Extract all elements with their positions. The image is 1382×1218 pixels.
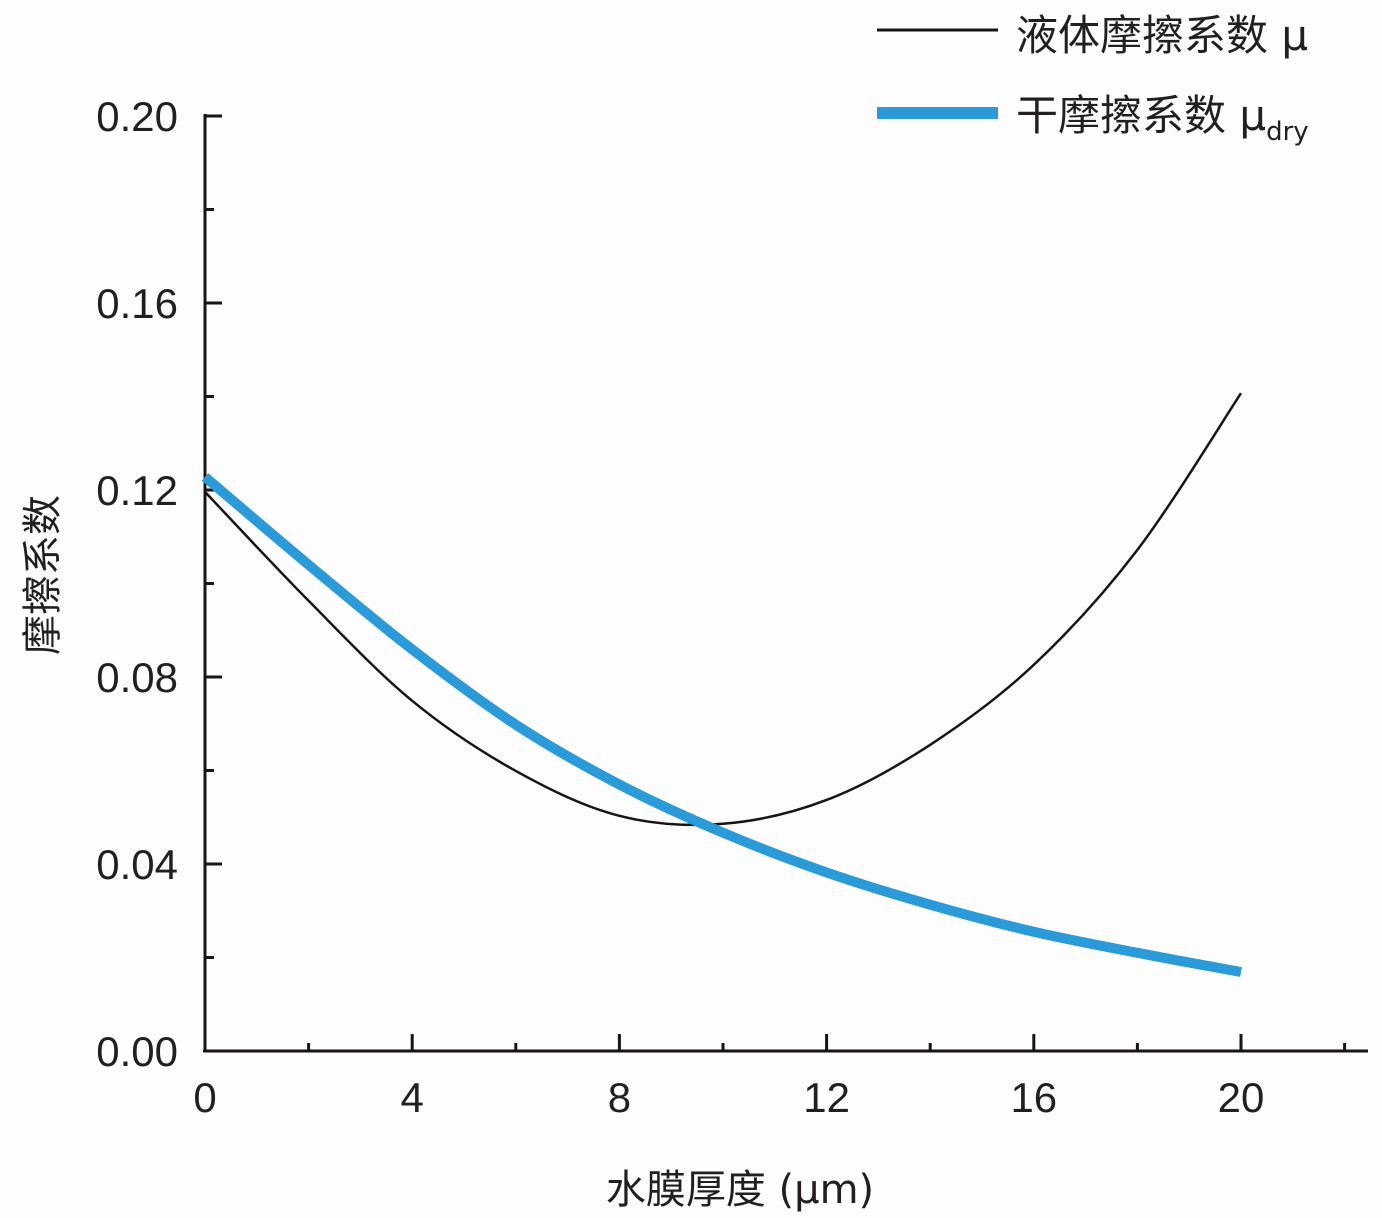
dry-friction-curve — [201, 473, 1242, 977]
y-tick-label: 0.12 — [96, 467, 178, 514]
y-tick-label: 0.20 — [96, 93, 178, 140]
legend-label-liquid: 液体摩擦系数 μ — [1016, 11, 1308, 60]
x-axis-title: 水膜厚度 (μm) — [606, 1167, 874, 1213]
legend: 液体摩擦系数 μ 干摩擦系数 μdry — [877, 11, 1309, 147]
axes: 0.00 0.04 0.08 0.12 0.16 0.20 0 4 8 12 16 20 — [96, 93, 1368, 1121]
x-ticks: 0 4 8 12 16 20 — [193, 1034, 1347, 1121]
legend-label-dry: 干摩擦系数 μdry — [1016, 91, 1309, 147]
x-tick-label: 12 — [803, 1074, 850, 1121]
x-tick-label: 16 — [1010, 1074, 1057, 1121]
x-tick-label: 8 — [608, 1074, 631, 1121]
y-ticks: 0.00 0.04 0.08 0.12 0.16 0.20 — [96, 93, 222, 1075]
y-tick-label: 0.04 — [96, 841, 178, 888]
x-tick-label: 20 — [1218, 1074, 1265, 1121]
liquid-friction-curve — [204, 392, 1243, 827]
x-tick-label: 4 — [401, 1074, 424, 1121]
y-axis-title: 摩擦系数 — [20, 495, 66, 655]
y-tick-label: 0.16 — [96, 280, 178, 327]
x-tick-label: 0 — [193, 1074, 216, 1121]
y-tick-label: 0.00 — [96, 1028, 178, 1075]
y-tick-label: 0.08 — [96, 654, 178, 701]
series-layer — [201, 392, 1243, 977]
